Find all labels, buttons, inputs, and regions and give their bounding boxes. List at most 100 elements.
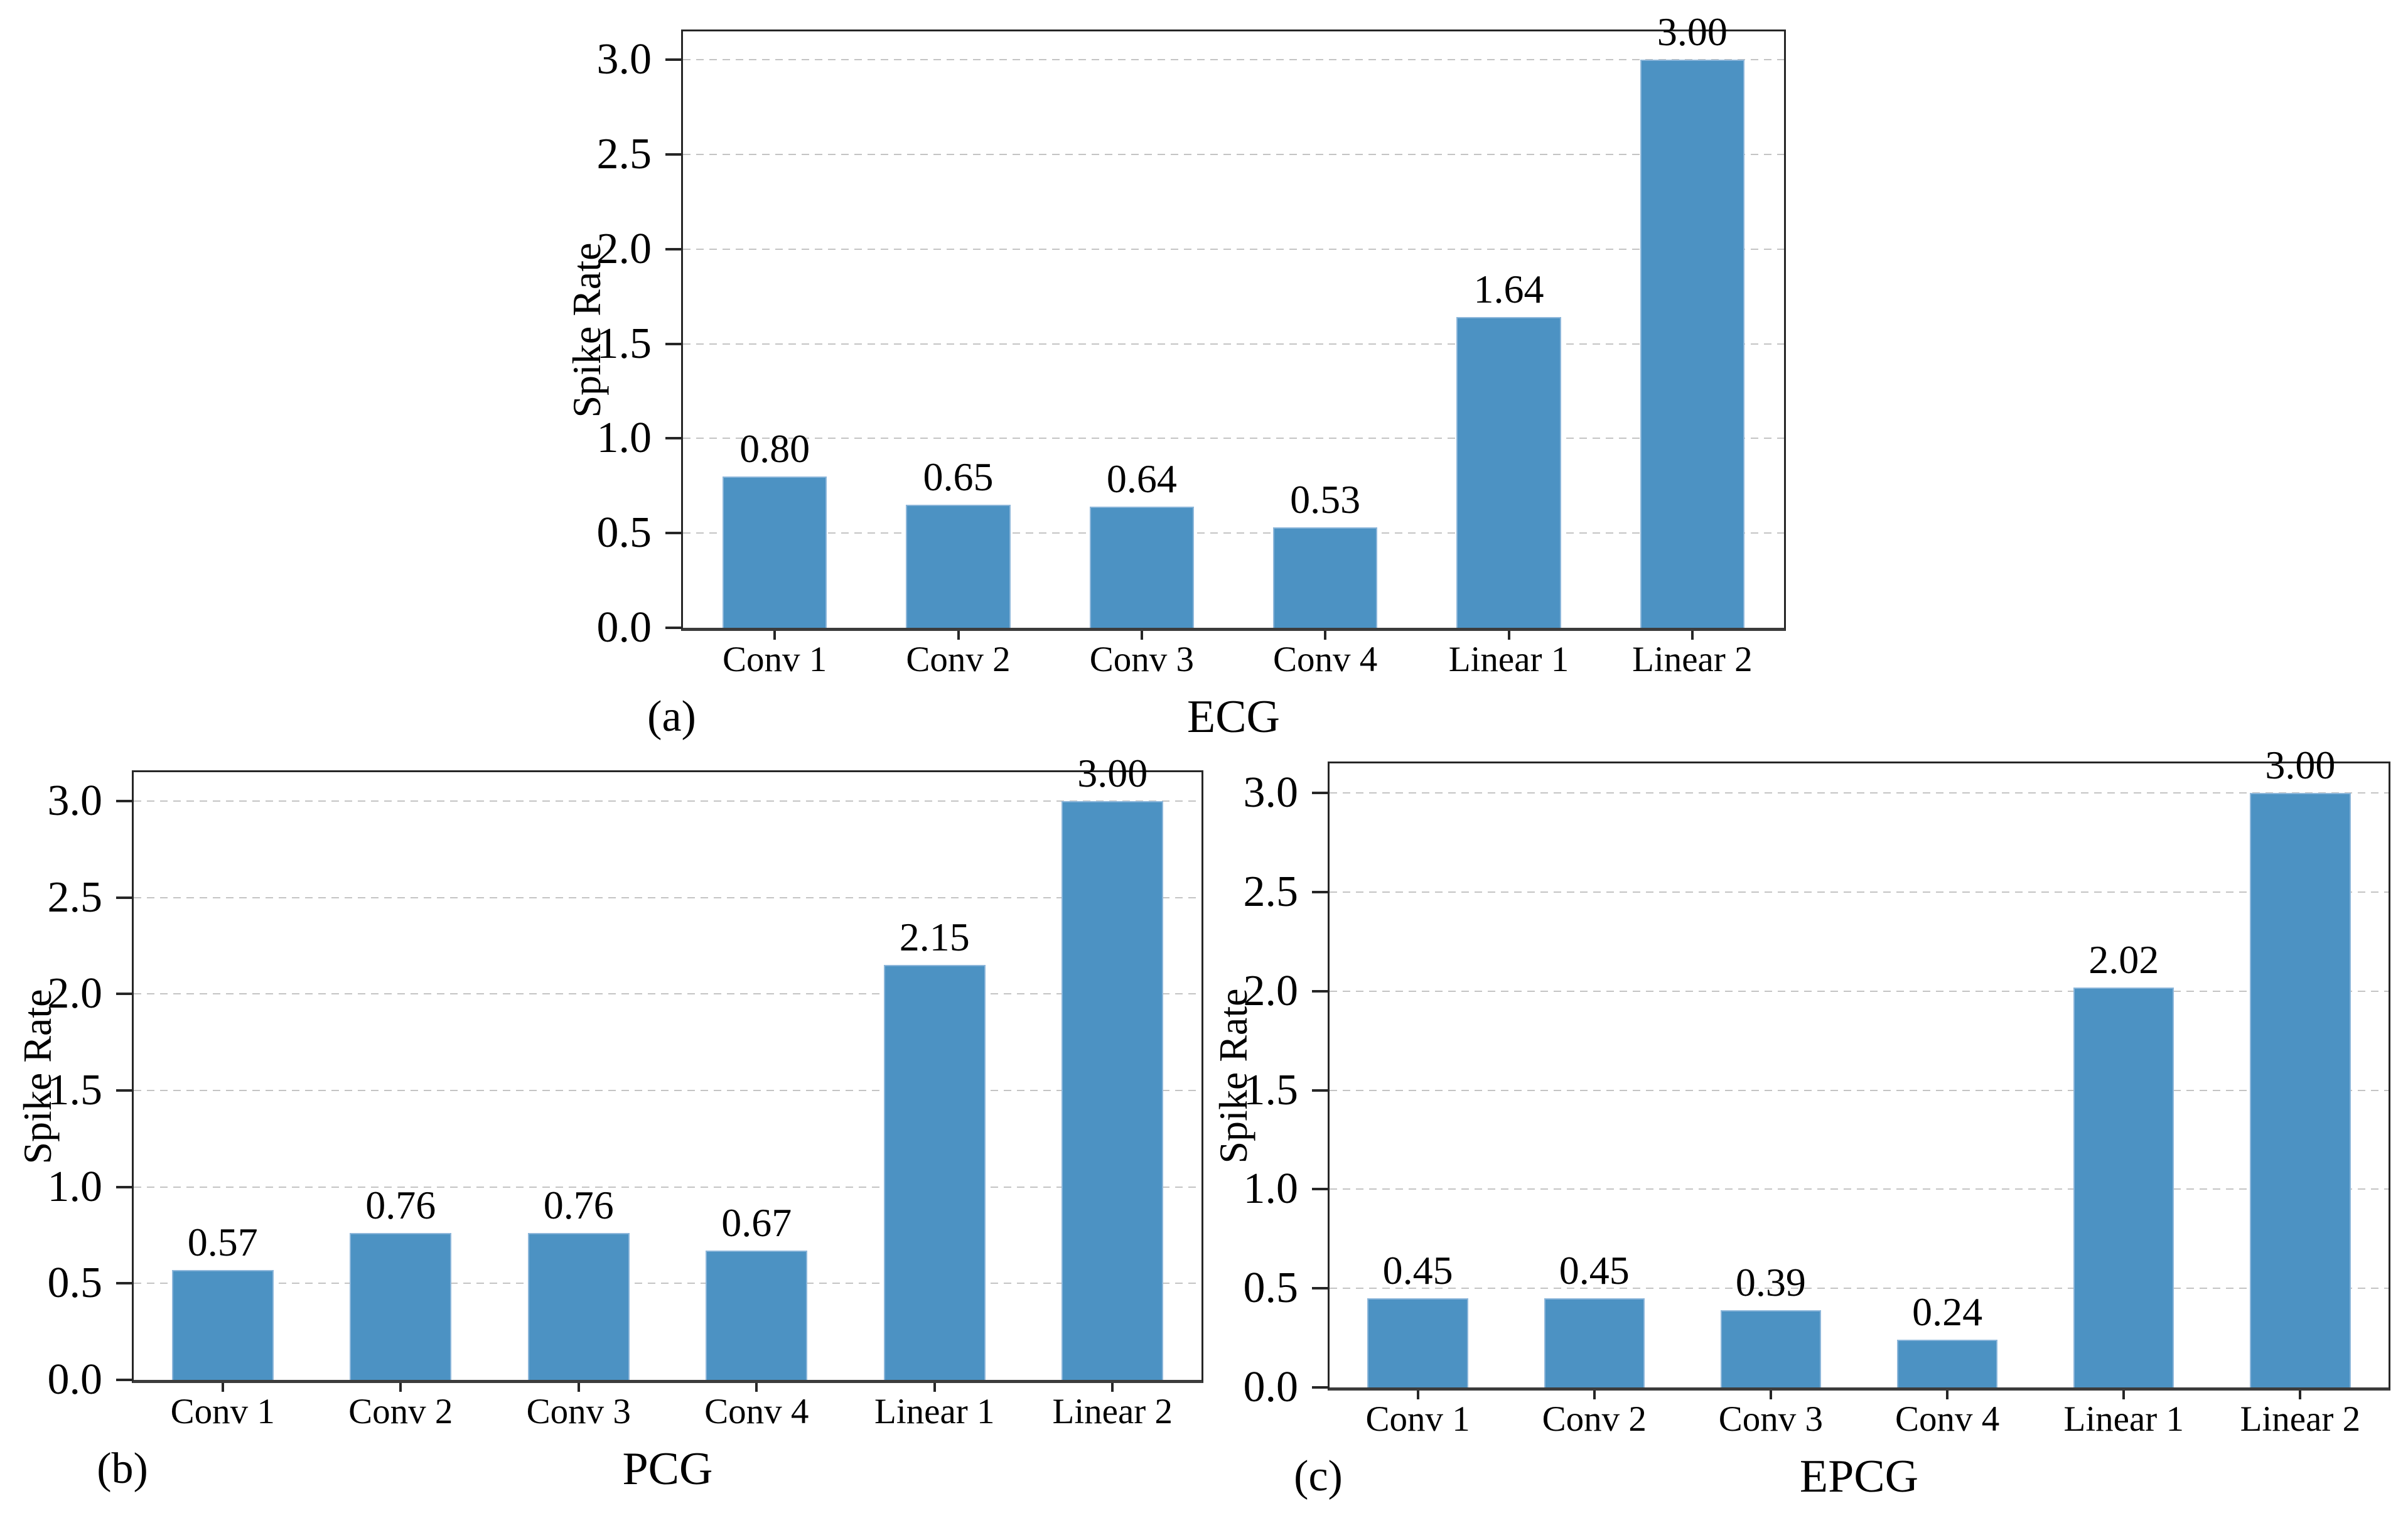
bar: [2073, 987, 2174, 1387]
bar-value-label: 3.00: [1077, 751, 1148, 796]
plot-area-c: 0.0 0.5 1.0 1.5 2.0 2.5 3.0 0.45 Conv 1 0.45 Conv …: [1244, 745, 2390, 1437]
bar-value-label: 0.65: [923, 454, 994, 499]
gridline: [683, 343, 1784, 345]
bar-value-label: 0.76: [543, 1183, 614, 1228]
gridline: [134, 896, 1201, 898]
bar-value-label: 0.45: [1559, 1248, 1630, 1293]
y-tick-label: 2.5: [596, 130, 652, 179]
y-tick-mark: [665, 627, 683, 629]
y-axis-label: Spike Rate: [1211, 988, 1255, 1164]
gridline: [134, 993, 1201, 995]
x-tick-label: Linear 2: [2240, 1399, 2361, 1439]
x-tick-mark: [221, 1383, 224, 1392]
y-tick-mark: [116, 1282, 134, 1285]
x-tick-label: Conv 4: [1273, 640, 1378, 679]
bar: [722, 476, 827, 628]
y-tick-label: 2.0: [1243, 966, 1299, 1015]
y-axis-label: Spike Rate: [564, 242, 609, 418]
bar: [171, 1269, 274, 1380]
chart-panel-a: 0.0 0.5 1.0 1.5 2.0 2.5 3.0 0.80 Conv 1 0.65 Conv …: [564, 12, 1786, 740]
x-tick-label: Linear 1: [2063, 1399, 2184, 1439]
x-tick-mark: [1140, 631, 1143, 640]
y-tick-label: 3.0: [1243, 768, 1299, 817]
y-tick-label: 1.0: [1243, 1165, 1299, 1214]
y-tick-label: 1.5: [1243, 1065, 1299, 1114]
bar: [1456, 317, 1561, 628]
gridline: [134, 1283, 1201, 1284]
y-tick-mark: [665, 58, 683, 62]
bar-value-label: 0.67: [721, 1200, 792, 1246]
panel-letter: (a): [647, 692, 696, 741]
bar: [2250, 793, 2351, 1387]
bar: [1640, 60, 1745, 628]
x-tick-label: Conv 1: [1365, 1399, 1470, 1439]
y-tick-mark: [1312, 792, 1330, 795]
y-tick-mark: [665, 247, 683, 250]
bar-value-label: 3.00: [1657, 9, 1728, 55]
x-tick-mark: [933, 1383, 936, 1392]
y-tick-label: 0.5: [47, 1259, 103, 1308]
y-tick-label: 1.5: [47, 1066, 103, 1115]
x-tick-label: Linear 1: [1448, 640, 1569, 679]
x-tick-mark: [1324, 631, 1327, 640]
x-tick-mark: [1769, 1391, 1772, 1399]
x-tick-mark: [1946, 1391, 1949, 1399]
bar-value-label: 3.00: [2265, 743, 2336, 788]
y-tick-mark: [116, 1089, 134, 1092]
x-tick-label: Conv 4: [704, 1392, 809, 1431]
bar-value-label: 0.64: [1106, 456, 1177, 501]
y-tick-mark: [116, 1185, 134, 1188]
y-tick-mark: [116, 800, 134, 803]
bar: [1896, 1340, 1998, 1387]
y-tick-mark: [665, 532, 683, 535]
x-tick-mark: [399, 1383, 402, 1392]
bar: [1062, 801, 1164, 1380]
x-tick-label: Linear 1: [874, 1392, 995, 1431]
y-tick-mark: [1312, 989, 1330, 993]
x-tick-label: Conv 1: [170, 1392, 275, 1431]
gridline: [134, 1186, 1201, 1188]
gridline: [683, 59, 1784, 61]
y-tick-label: 0.0: [596, 603, 652, 652]
bar-value-label: 0.76: [365, 1183, 436, 1228]
gridline: [134, 1090, 1201, 1092]
x-tick-label: Conv 3: [1718, 1399, 1824, 1439]
y-tick-label: 1.0: [47, 1162, 103, 1211]
x-tick-mark: [755, 1383, 758, 1392]
x-tick-mark: [957, 631, 960, 640]
y-tick-label: 0.5: [1243, 1264, 1299, 1313]
x-tick-mark: [1507, 631, 1510, 640]
y-tick-label: 0.0: [47, 1355, 103, 1404]
x-tick-mark: [577, 1383, 580, 1392]
x-tick-label: Conv 3: [526, 1392, 631, 1431]
bar-value-label: 0.53: [1290, 477, 1361, 522]
gridline: [1330, 891, 2389, 893]
x-tick-label: Conv 2: [348, 1392, 453, 1431]
y-tick-mark: [665, 342, 683, 345]
x-tick-mark: [1416, 1391, 1419, 1399]
gridline: [683, 248, 1784, 250]
y-tick-label: 2.0: [596, 224, 652, 273]
x-tick-label: Linear 2: [1632, 640, 1753, 679]
y-tick-label: 2.5: [1243, 868, 1299, 917]
bar-value-label: 2.15: [899, 915, 970, 960]
bar: [706, 1251, 808, 1380]
panel-letter: (c): [1294, 1452, 1343, 1500]
y-tick-label: 2.0: [47, 969, 103, 1018]
y-tick-label: 1.5: [596, 319, 652, 368]
x-tick-mark: [1111, 1383, 1114, 1392]
gridline: [1330, 990, 2389, 992]
plot-area-a: 0.0 0.5 1.0 1.5 2.0 2.5 3.0 0.80 Conv 1 0.65 Conv …: [597, 12, 1786, 677]
panel-letter: (b): [97, 1445, 148, 1493]
y-tick-label: 2.5: [47, 873, 103, 922]
y-tick-label: 0.5: [596, 509, 652, 557]
y-tick-mark: [1312, 1287, 1330, 1290]
gridline: [683, 438, 1784, 439]
x-axis-label: EPCG: [1799, 1451, 1919, 1502]
gridline: [1330, 1288, 2389, 1289]
bar: [527, 1233, 630, 1380]
gridline: [683, 154, 1784, 156]
y-tick-label: 3.0: [596, 35, 652, 84]
bar-value-label: 1.64: [1473, 267, 1544, 312]
